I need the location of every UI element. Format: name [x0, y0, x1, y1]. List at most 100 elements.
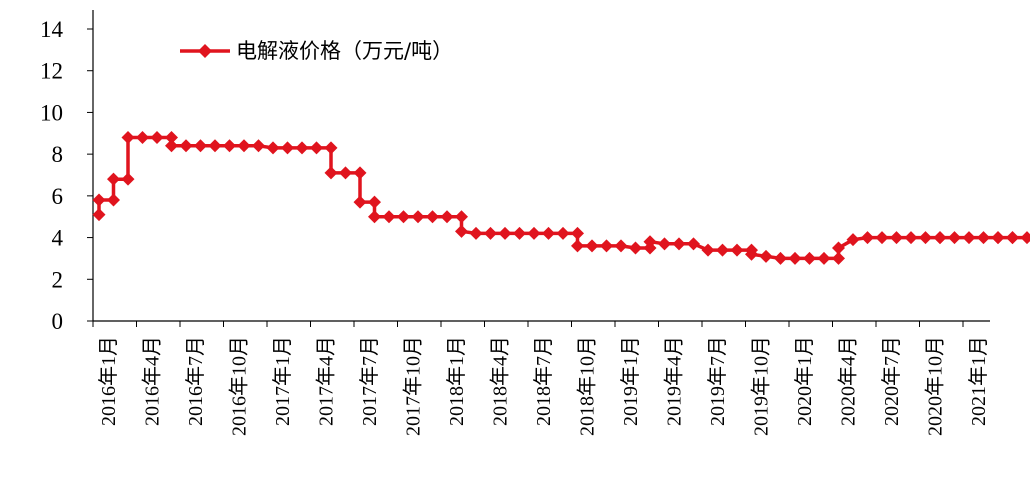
data-point — [861, 231, 874, 244]
axes — [93, 10, 990, 321]
data-point — [542, 227, 555, 240]
data-point — [368, 210, 381, 223]
data-point — [977, 231, 990, 244]
x-tick-label: 2020年10月 — [924, 336, 947, 436]
data-point — [600, 239, 613, 252]
y-tick-label: 0 — [52, 309, 64, 334]
data-point — [296, 141, 309, 154]
y-tick-label: 4 — [52, 226, 64, 251]
data-point — [1021, 231, 1030, 244]
x-axis-ticks: 2016年1月 2016年4月 2016年7月 2016年10月 2017年1月 2017… — [93, 321, 990, 436]
x-tick-label: 2020年1月 — [793, 336, 816, 426]
data-point — [803, 252, 816, 265]
data-point — [93, 194, 106, 207]
data-point — [528, 227, 541, 240]
data-point — [238, 139, 251, 152]
series-group — [93, 131, 1030, 265]
y-tick-label: 14 — [40, 17, 64, 42]
x-tick-label: 2019年1月 — [619, 336, 642, 426]
x-tick-label: 2016年10月 — [228, 336, 251, 436]
data-point — [876, 231, 889, 244]
data-point — [354, 166, 367, 179]
data-point — [223, 139, 236, 152]
data-point — [673, 237, 686, 250]
data-point — [339, 166, 352, 179]
data-point — [151, 131, 164, 144]
data-point — [441, 210, 454, 223]
x-tick-label: 2019年10月 — [750, 336, 773, 436]
data-point — [252, 139, 265, 152]
data-point — [774, 252, 787, 265]
data-point — [122, 131, 135, 144]
data-point — [919, 231, 932, 244]
x-tick-label: 2019年7月 — [706, 336, 729, 426]
data-point — [615, 239, 628, 252]
series-line — [99, 138, 1027, 259]
x-tick-label: 2020年4月 — [837, 336, 860, 426]
y-axis-ticks: 0 2 4 6 8 10 12 14 — [40, 17, 93, 334]
x-tick-label: 2016年1月 — [97, 336, 120, 426]
data-point — [789, 252, 802, 265]
data-point — [455, 225, 468, 238]
data-point — [325, 166, 338, 179]
data-point — [818, 252, 831, 265]
data-point — [658, 237, 671, 250]
data-point — [93, 208, 106, 221]
data-point — [107, 173, 120, 186]
x-tick-label: 2017年10月 — [402, 336, 425, 436]
x-tick-label: 2018年1月 — [445, 336, 468, 426]
y-tick-label: 2 — [52, 267, 64, 292]
data-point — [354, 196, 367, 209]
x-tick-label: 2018年4月 — [489, 336, 512, 426]
data-point — [180, 139, 193, 152]
x-tick-label: 2018年10月 — [576, 336, 599, 436]
data-point — [499, 227, 512, 240]
data-point — [586, 239, 599, 252]
y-tick-label: 6 — [52, 184, 64, 209]
data-point — [397, 210, 410, 223]
data-point — [731, 244, 744, 257]
x-tick-label: 2016年4月 — [141, 336, 164, 426]
data-point — [426, 210, 439, 223]
data-point — [963, 231, 976, 244]
data-point — [383, 210, 396, 223]
data-point — [571, 239, 584, 252]
data-point — [702, 244, 715, 257]
x-tick-label: 2019年4月 — [663, 336, 686, 426]
legend-label: 电解液价格（万元/吨） — [236, 39, 453, 63]
data-point — [687, 237, 700, 250]
data-point — [412, 210, 425, 223]
data-point — [107, 194, 120, 207]
legend-marker — [198, 44, 212, 58]
legend: 电解液价格（万元/吨） — [180, 39, 453, 63]
data-point — [209, 139, 222, 152]
data-point — [484, 227, 497, 240]
data-point — [281, 141, 294, 154]
y-tick-label: 12 — [40, 59, 63, 84]
y-tick-label: 8 — [52, 142, 64, 167]
x-tick-label: 2020年7月 — [880, 336, 903, 426]
x-tick-label: 2018年7月 — [532, 336, 555, 426]
data-point — [122, 173, 135, 186]
x-tick-label: 2016年7月 — [184, 336, 207, 426]
data-point — [470, 227, 483, 240]
data-point — [992, 231, 1005, 244]
data-point — [571, 227, 584, 240]
data-point — [934, 231, 947, 244]
data-point — [267, 141, 280, 154]
data-point — [890, 231, 903, 244]
data-point — [629, 242, 642, 255]
data-point — [716, 244, 729, 257]
x-tick-label: 2017年1月 — [271, 336, 294, 426]
data-point — [310, 141, 323, 154]
y-tick-label: 10 — [40, 100, 63, 125]
data-point — [455, 210, 468, 223]
data-point — [1006, 231, 1019, 244]
data-point — [948, 231, 961, 244]
data-point — [194, 139, 207, 152]
data-point — [136, 131, 149, 144]
data-point — [165, 139, 178, 152]
data-point — [325, 141, 338, 154]
